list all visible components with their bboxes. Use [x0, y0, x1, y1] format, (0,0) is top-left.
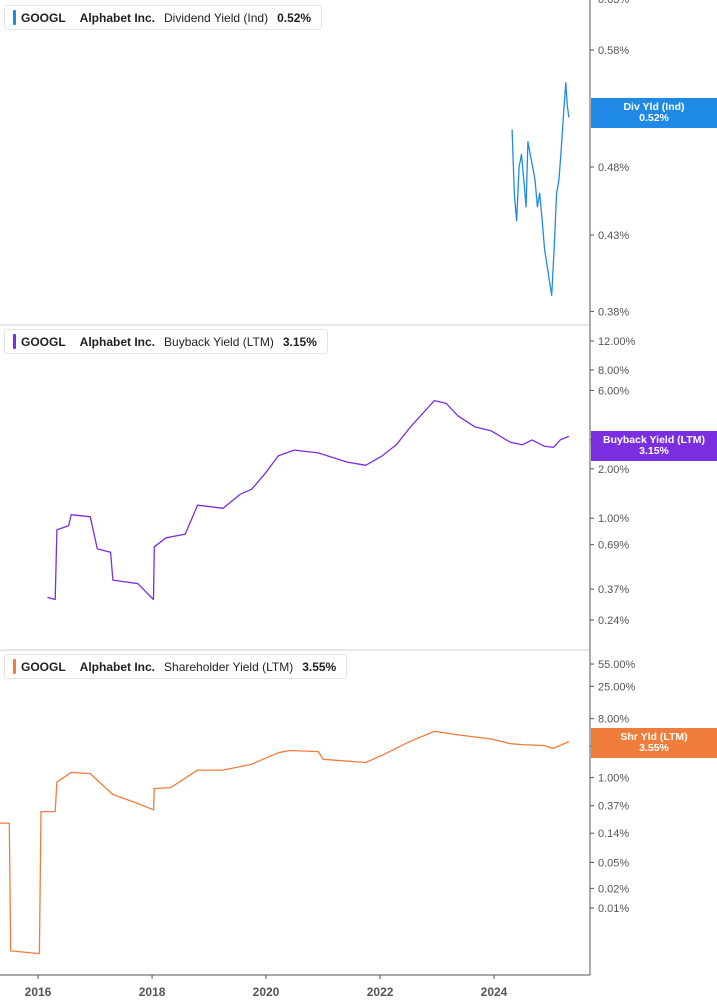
y-tick-label: 55.00%	[598, 659, 636, 671]
y-tick-label: 0.58%	[598, 45, 629, 57]
legend-value: 3.15%	[282, 334, 317, 349]
y-tick-label: 0.48%	[598, 162, 629, 174]
legend-ticker: GOOGL	[21, 659, 66, 674]
series-color-swatch	[13, 334, 16, 349]
x-tick-label: 2022	[367, 985, 394, 999]
x-tick-label: 2024	[481, 985, 508, 999]
legend-company: Alphabet Inc.	[79, 10, 156, 25]
y-tick-label: 0.63%	[598, 0, 629, 6]
series-color-swatch	[13, 659, 16, 674]
legend-buyback-yield[interactable]: GOOGL Alphabet Inc. Buyback Yield (LTM) …	[4, 329, 328, 354]
legend-company: Alphabet Inc.	[79, 659, 156, 674]
y-tick-label: 0.43%	[598, 230, 629, 242]
legend-dividend-yield[interactable]: GOOGL Alphabet Inc. Dividend Yield (Ind)…	[4, 5, 323, 30]
legend-metric: Buyback Yield (LTM)	[164, 334, 274, 349]
y-tick-label: 12.00%	[598, 336, 636, 348]
tag-value: 3.55%	[639, 742, 669, 754]
y-tick-label: 0.37%	[598, 584, 629, 596]
y-tick-label: 0.05%	[598, 857, 629, 869]
y-tick-label: 0.14%	[598, 828, 629, 840]
y-tick-label: 0.37%	[598, 801, 629, 813]
y-tick-label: 8.00%	[598, 714, 629, 726]
tag-value: 3.15%	[639, 445, 669, 457]
x-tick-label: 2018	[139, 985, 166, 999]
y-tick-label: 8.00%	[598, 365, 629, 377]
shareholder-value-tag: Shr Yld (LTM) 3.55%	[591, 728, 717, 758]
y-tick-label: 0.69%	[598, 540, 629, 552]
tag-label: Buyback Yield (LTM)	[603, 434, 705, 446]
legend-company: Alphabet Inc.	[79, 334, 156, 349]
legend-metric: Dividend Yield (Ind)	[164, 10, 269, 25]
legend-ticker: GOOGL	[21, 10, 66, 25]
legend-metric: Shareholder Yield (LTM)	[164, 659, 294, 674]
y-tick-label: 2.00%	[598, 464, 629, 476]
series-line-shareholder	[0, 730, 570, 955]
series-color-swatch	[13, 10, 16, 25]
y-tick-label: 0.24%	[598, 615, 629, 627]
tag-label: Shr Yld (LTM)	[620, 731, 688, 743]
legend-value: 3.55%	[302, 659, 337, 674]
legend-ticker: GOOGL	[21, 334, 66, 349]
buyback-value-tag: Buyback Yield (LTM) 3.15%	[591, 431, 717, 461]
legend-value: 0.52%	[277, 10, 312, 25]
series-line-dividend	[511, 82, 570, 297]
x-tick-label: 2020	[253, 985, 280, 999]
dividend-value-tag: Div Yld (Ind) 0.52%	[591, 98, 717, 128]
y-tick-label: 1.00%	[598, 513, 629, 525]
y-tick-label: 0.01%	[598, 903, 629, 915]
series-line-buyback	[47, 399, 570, 601]
y-tick-label: 25.00%	[598, 681, 636, 693]
tag-value: 0.52%	[639, 112, 669, 124]
tag-label: Div Yld (Ind)	[623, 101, 685, 113]
y-tick-label: 6.00%	[598, 385, 629, 397]
legend-shareholder-yield[interactable]: GOOGL Alphabet Inc. Shareholder Yield (L…	[4, 654, 348, 679]
y-tick-label: 1.00%	[598, 773, 629, 785]
x-tick-label: 2016	[25, 985, 52, 999]
y-tick-label: 0.38%	[598, 306, 629, 318]
y-tick-label: 0.02%	[598, 883, 629, 895]
